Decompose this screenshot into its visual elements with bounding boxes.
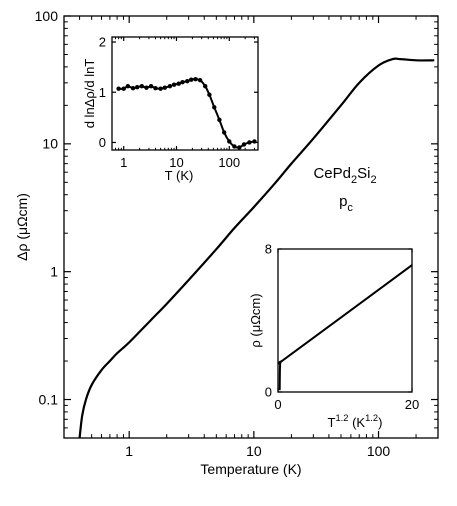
- inset-top-data-point: [134, 85, 140, 90]
- main-x-tick-label: 10: [246, 443, 262, 459]
- inset-top-data-point: [167, 84, 173, 89]
- main-y-tick-label: 0.1: [39, 391, 59, 407]
- inset-bottom-y-axis-label: ρ (μΩcm): [248, 293, 263, 347]
- inset-top-data-point: [153, 86, 158, 91]
- main-y-tick-label: 1: [50, 264, 58, 280]
- inset-bottom-plot: 0 20 0 8 T1.2 (K1.2) ρ (μΩcm): [248, 242, 419, 430]
- inset-bottom-x-tick-label: 0: [274, 397, 281, 412]
- main-series-line: [78, 57, 435, 438]
- main-y-tick-label: 100: [35, 8, 59, 24]
- inset-top-y-tick-label: 1: [99, 85, 106, 100]
- inset-top-data-point: [203, 84, 208, 89]
- inset-top-x-tick-label: 100: [218, 155, 240, 170]
- inset-top-data-point: [139, 84, 144, 89]
- inset-top-data-point: [162, 85, 167, 90]
- inset-top-x-axis-label: T (K): [165, 168, 194, 183]
- inset-top-data-point: [221, 130, 227, 135]
- main-x-tick-label: 1: [125, 443, 133, 459]
- pressure-label: pc: [339, 193, 353, 214]
- inset-top-y-axis-label: d lnΔρ/d lnT: [82, 59, 97, 129]
- main-y-axis-label: Δρ (μΩcm): [14, 193, 30, 261]
- inset-top-frame: [111, 36, 259, 151]
- inset-top-data-point: [125, 84, 131, 89]
- inset-bottom-x-tick-label: 20: [405, 397, 419, 412]
- inset-top-data-point: [247, 140, 252, 145]
- inset-top-x-tick-label: 10: [169, 155, 183, 170]
- inset-top-data-point: [197, 77, 203, 83]
- inset-bottom-y-tick-label: 0: [265, 385, 272, 400]
- inset-bottom-frame: [277, 248, 413, 393]
- inset-top-data-point: [171, 82, 177, 87]
- inset-top-data-point: [116, 86, 121, 91]
- inset-top-data-point: [252, 139, 257, 144]
- inset-top-data-point: [130, 86, 136, 91]
- inset-top-data-point: [189, 77, 194, 82]
- inset-bottom-x-axis-label: T1.2 (K1.2): [328, 413, 383, 430]
- inset-top-data-point: [217, 117, 222, 123]
- inset-top-data-point: [232, 144, 237, 149]
- inset-top-x-tick-label: 1: [120, 155, 127, 170]
- inset-top-y-tick-label: 0: [99, 135, 106, 150]
- inset-top-data-point: [144, 85, 149, 90]
- inset-top-data-point: [185, 78, 190, 84]
- inset-top-data-point: [158, 86, 163, 91]
- inset-top-data-point: [207, 92, 212, 97]
- inset-bottom-y-tick-label: 8: [265, 242, 272, 257]
- main-y-tick-label: 10: [42, 136, 58, 152]
- inset-top-data-point: [241, 142, 247, 147]
- compound-label: CePd2Si2: [313, 165, 376, 186]
- inset-bottom-series-line: [278, 264, 412, 391]
- inset-top-y-tick-label: 2: [99, 35, 106, 50]
- inset-top-data-point: [180, 80, 185, 85]
- main-x-axis-label: Temperature (K): [200, 461, 301, 477]
- inset-top-data-point: [121, 86, 126, 91]
- annotation-group: CePd2Si2 pc: [313, 165, 376, 214]
- main-x-tick-label: 100: [367, 443, 391, 459]
- inset-top-data-point: [212, 105, 217, 110]
- inset-top-data-point: [237, 145, 242, 150]
- inset-top-data-point: [148, 84, 154, 89]
- inset-top-data-point: [227, 139, 232, 144]
- inset-top-data-point: [176, 81, 181, 86]
- inset-top-data-point: [193, 76, 198, 82]
